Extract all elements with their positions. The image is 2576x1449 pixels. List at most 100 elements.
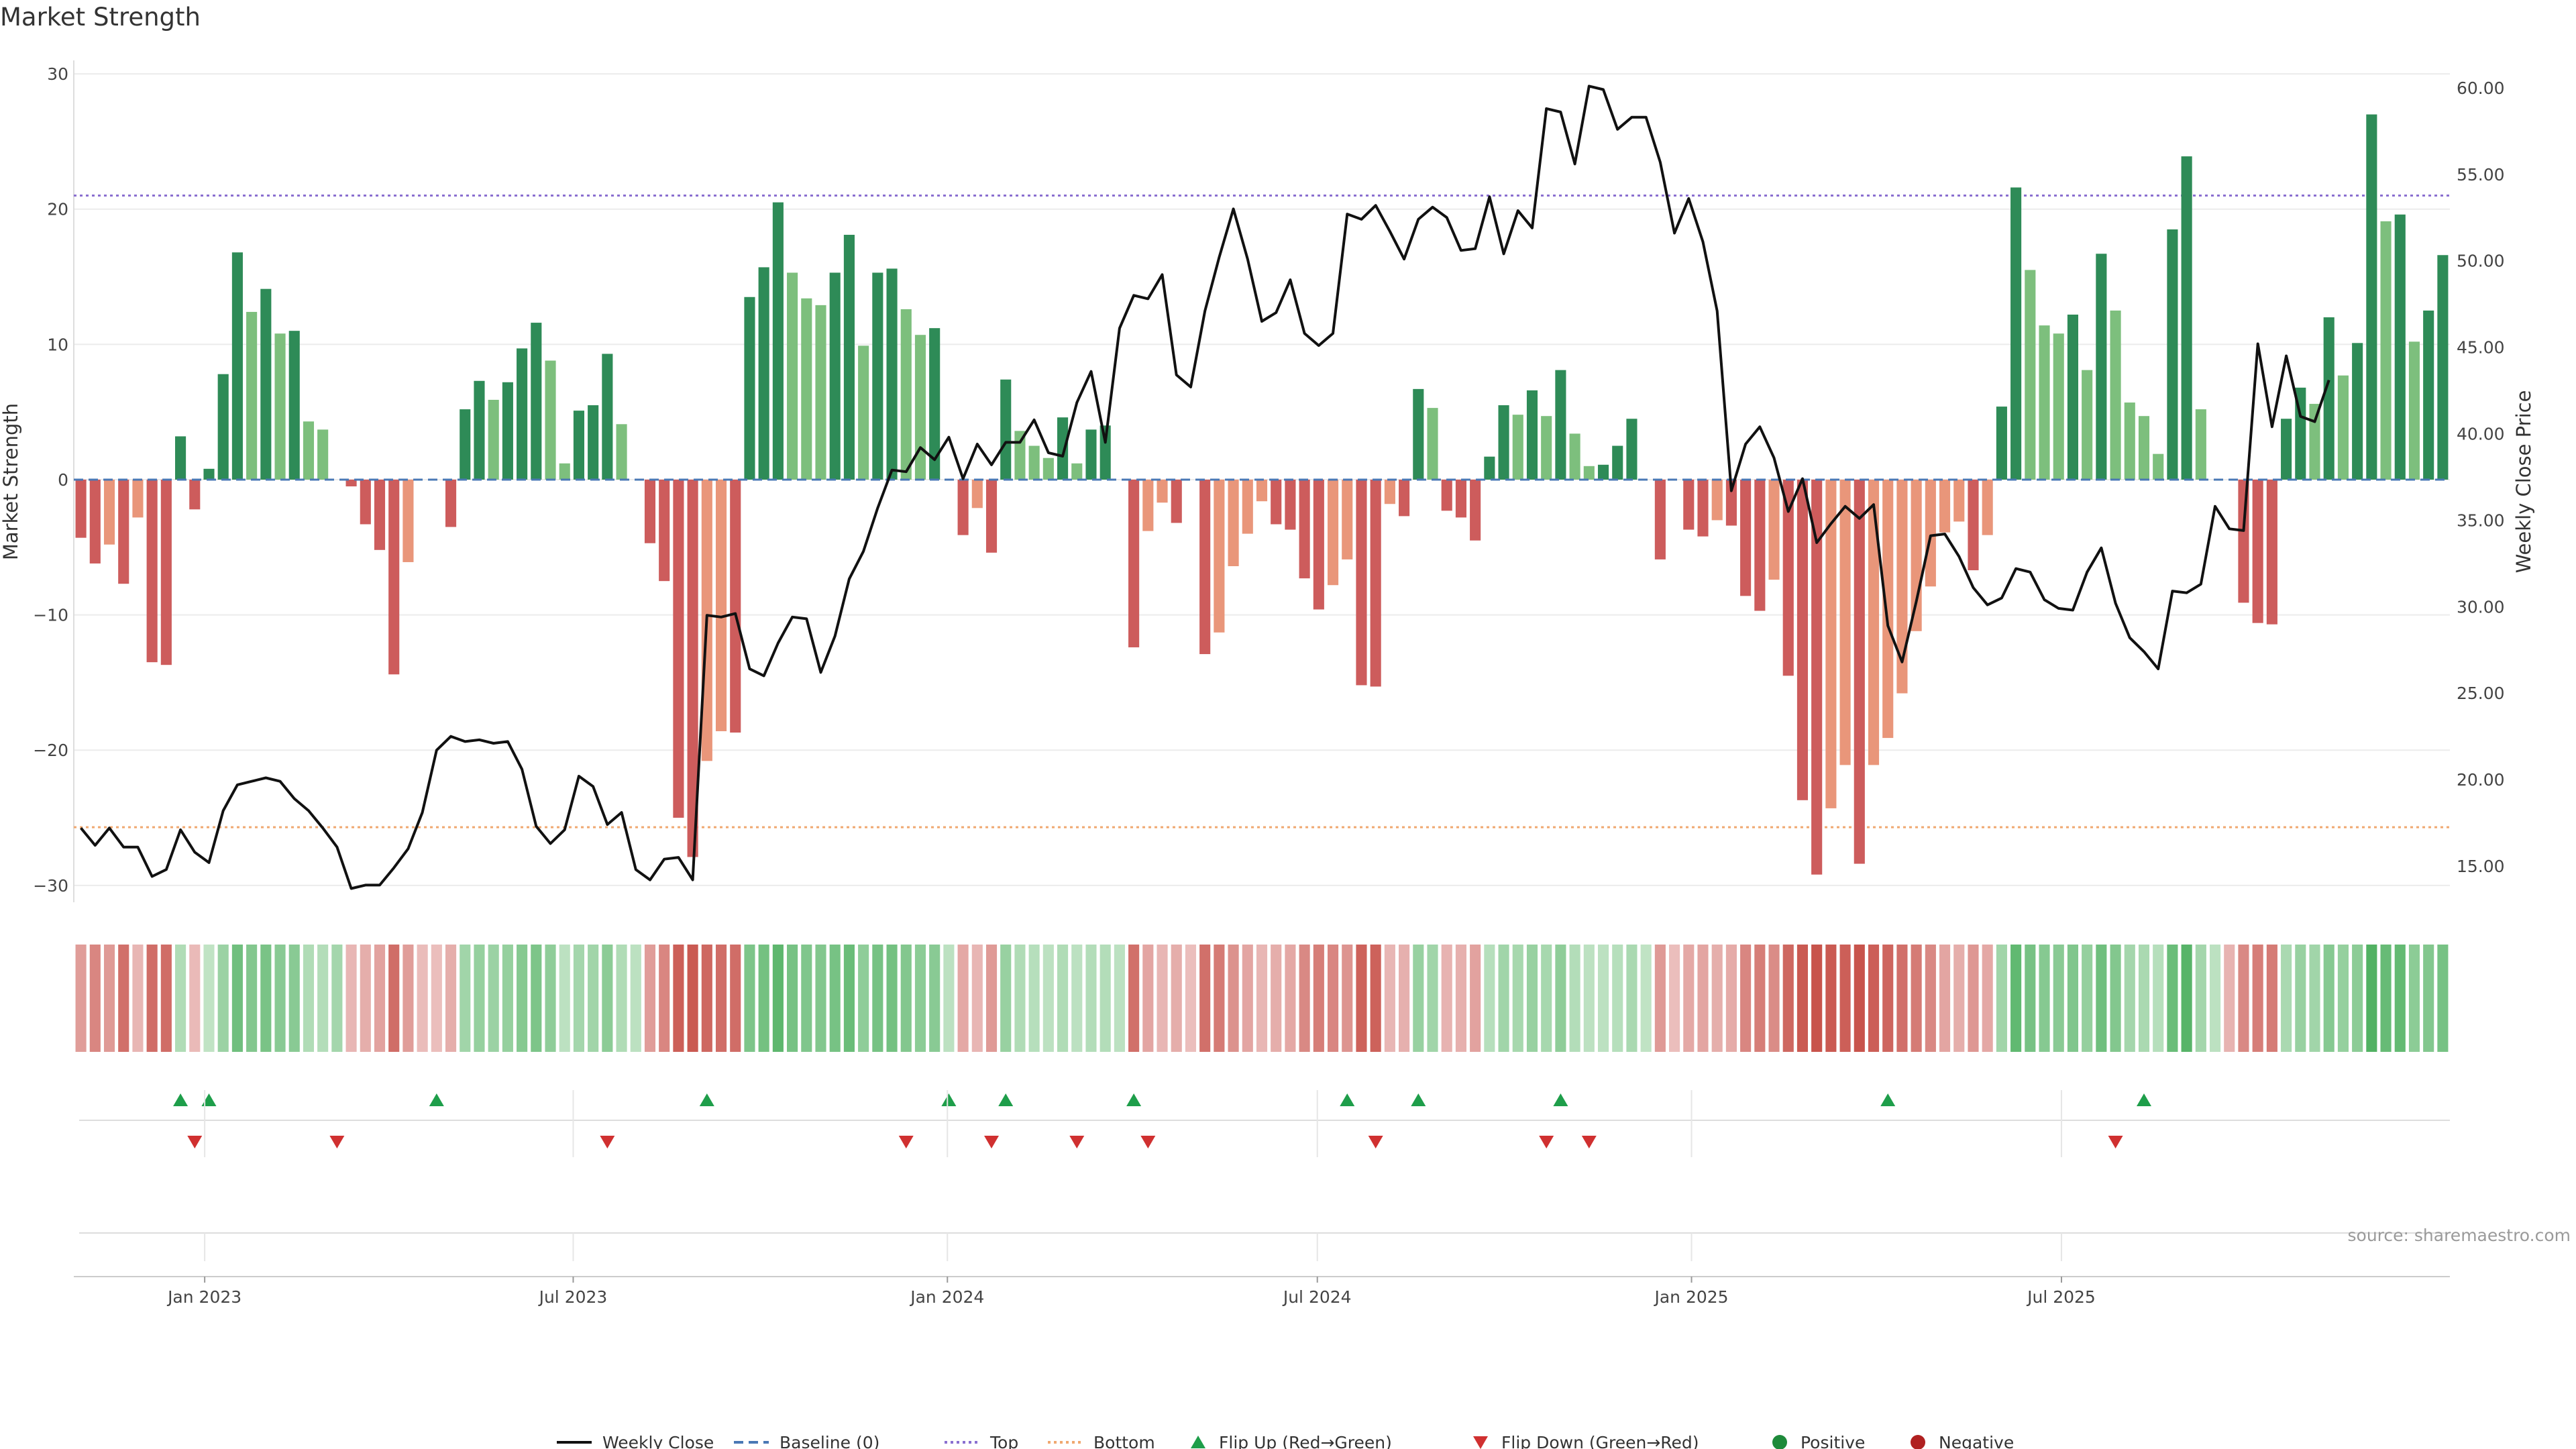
legend-swatch	[1473, 1436, 1488, 1449]
heatmap-cell	[1342, 945, 1353, 1052]
strength-bar	[2010, 187, 2022, 480]
heatmap-cell	[1711, 945, 1723, 1052]
heatmap-cell	[602, 945, 613, 1052]
heatmap-cell	[1697, 945, 1709, 1052]
strength-bar	[374, 479, 386, 550]
heatmap-cell	[829, 945, 841, 1052]
heatmap-cell	[2295, 945, 2306, 1052]
strength-bar	[146, 479, 158, 663]
bottom-panel	[74, 1232, 2450, 1277]
heatmap-cell	[2010, 945, 2022, 1052]
strength-bar	[872, 272, 883, 480]
strength-bar	[1342, 479, 1353, 559]
heatmap-cell	[146, 945, 158, 1052]
heatmap-cell	[1725, 945, 1737, 1052]
heatmap-cell	[1028, 945, 1040, 1052]
heatmap-cell	[630, 945, 641, 1052]
heatmap-cell	[2337, 945, 2349, 1052]
heatmap-cell	[616, 945, 627, 1052]
left-tick-label: −20	[33, 741, 68, 760]
strength-bar	[1854, 479, 1865, 864]
flip-down-marker	[1140, 1136, 1156, 1148]
strength-bar	[1455, 479, 1466, 518]
x-tick-label: Jan 2025	[1653, 1287, 1728, 1307]
strength-bar	[288, 331, 300, 480]
heatmap-cell	[1498, 945, 1509, 1052]
heatmap-cell	[1356, 945, 1367, 1052]
heatmap-cell	[886, 945, 898, 1052]
legend-swatch	[1191, 1436, 1205, 1448]
legend-label: Weekly Close	[602, 1433, 714, 1449]
strength-bar	[2323, 317, 2334, 480]
strength-heatmap-strip	[75, 945, 2449, 1052]
heatmap-cell	[1896, 945, 1908, 1052]
strength-bar	[1171, 479, 1182, 523]
legend-item: Weekly Close	[557, 1433, 714, 1449]
heatmap-cell	[1796, 945, 1809, 1052]
strength-bar	[517, 348, 528, 480]
strength-bar	[1953, 479, 1965, 522]
strength-bar	[274, 333, 286, 480]
heatmap-cell	[2408, 945, 2420, 1052]
flip-down-marker	[187, 1136, 203, 1148]
strength-bar	[1028, 445, 1040, 480]
strength-bar	[75, 479, 87, 538]
strength-bar	[843, 235, 855, 480]
left-axis-label: Market Strength	[0, 403, 22, 560]
flip-down-marker	[898, 1136, 914, 1148]
legend-label: Top	[989, 1433, 1018, 1449]
heatmap-cell	[1199, 945, 1211, 1052]
flip-up-marker	[699, 1093, 714, 1106]
strength-bar	[616, 424, 627, 480]
strength-bar	[132, 479, 144, 518]
strength-bar	[744, 297, 755, 480]
heatmap-cell	[1669, 945, 1680, 1052]
heatmap-cell	[929, 945, 941, 1052]
strength-bar	[2053, 333, 2064, 480]
heatmap-cell	[1427, 945, 1438, 1052]
strength-bar	[758, 267, 769, 480]
strength-bar	[1555, 370, 1566, 480]
heatmap-cell	[1057, 945, 1069, 1052]
left-tick-label: −10	[33, 606, 68, 625]
heatmap-cell	[545, 945, 556, 1052]
strength-bar	[1242, 479, 1253, 534]
heatmap-cell	[715, 945, 727, 1052]
strength-bar	[1099, 425, 1111, 480]
strength-bar	[588, 405, 599, 480]
legend-label: Bottom	[1093, 1433, 1155, 1449]
right-tick-label: 25.00	[2457, 684, 2505, 703]
heatmap-cell	[431, 945, 442, 1052]
strength-bar	[2281, 419, 2292, 480]
flip-up-marker	[2136, 1093, 2151, 1106]
heatmap-cell	[1512, 945, 1523, 1052]
strength-bar	[160, 479, 172, 665]
heatmap-cell	[1171, 945, 1182, 1052]
strength-bar	[730, 479, 741, 733]
heatmap-cell	[1754, 945, 1766, 1052]
heatmap-cell	[1868, 945, 1880, 1052]
right-tick-label: 50.00	[2457, 252, 2505, 271]
strength-bar	[1271, 479, 1282, 525]
heatmap-cell	[1313, 945, 1324, 1052]
heatmap-cell	[2352, 945, 2363, 1052]
strength-bar	[2337, 375, 2349, 480]
flip-down-marker	[2108, 1136, 2123, 1148]
strength-bar	[1796, 479, 1809, 800]
legend: Weekly Close Baseline (0) Top Bottom Flip Up…	[557, 1433, 2014, 1449]
heatmap-cell	[1626, 945, 1638, 1052]
heatmap-cell	[2423, 945, 2434, 1052]
heatmap-cell	[2309, 945, 2320, 1052]
strength-bar	[1000, 379, 1012, 480]
right-tick-label: 45.00	[2457, 338, 2505, 358]
strength-bar	[602, 354, 613, 480]
heatmap-cell	[1256, 945, 1268, 1052]
heatmap-cell	[1583, 945, 1595, 1052]
heatmap-cell	[900, 945, 912, 1052]
heatmap-cell	[303, 945, 315, 1052]
strength-bar	[715, 479, 727, 731]
heatmap-cell	[1612, 945, 1623, 1052]
left-tick-label: 20	[47, 200, 68, 219]
strength-bar	[1057, 417, 1069, 480]
strength-bar	[573, 411, 584, 480]
